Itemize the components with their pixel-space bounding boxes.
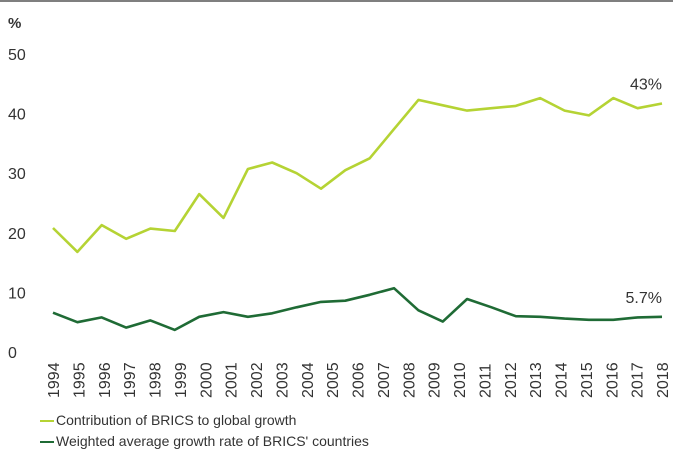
end-value-label: 5.7%	[626, 290, 662, 307]
x-tick-label: 1998	[148, 362, 165, 398]
x-tick-label: 1997	[122, 362, 139, 398]
x-tick-label: 2010	[452, 362, 469, 398]
legend-label-growth-rate: Weighted average growth rate of BRICS' c…	[56, 433, 369, 449]
legend-item-growth-rate: Weighted average growth rate of BRICS' c…	[40, 433, 369, 449]
x-tick-label: 2009	[427, 362, 444, 398]
y-tick-label: 10	[8, 285, 26, 302]
x-tick-label: 2003	[274, 362, 291, 398]
x-tick-label: 2018	[655, 362, 672, 398]
series-line-0	[52, 96, 663, 254]
y-tick-label: 50	[8, 47, 26, 64]
x-axis-ticks: 1994 1995 1996 1997 1998 1999 2000 2001 2002 2003…	[46, 362, 672, 398]
y-tick-label: 20	[8, 226, 26, 243]
x-tick-label: 1999	[173, 362, 190, 398]
y-tick-label: 0	[8, 345, 17, 362]
x-tick-label: 2015	[579, 362, 596, 398]
y-axis-unit-label: %	[8, 15, 21, 32]
x-tick-label: 2004	[300, 362, 317, 398]
x-tick-label: 2006	[351, 362, 368, 398]
end-labels: 43% 5.7%	[626, 76, 662, 306]
x-tick-label: 2008	[401, 362, 418, 398]
x-tick-label: 2016	[604, 362, 621, 398]
x-tick-label: 2011	[477, 363, 494, 398]
x-tick-label: 2002	[249, 362, 266, 398]
x-tick-label: 2014	[554, 362, 571, 398]
legend-swatch-growth-rate	[40, 441, 54, 444]
x-tick-label: 2001	[224, 362, 241, 398]
series-lines	[52, 96, 663, 332]
legend-item-contribution: Contribution of BRICS to global growth	[40, 412, 296, 428]
x-tick-label: 2012	[503, 362, 520, 398]
y-axis-ticks: 0 10 20 30 40 50	[8, 47, 26, 362]
legend-label-contribution: Contribution of BRICS to global growth	[56, 412, 297, 428]
x-tick-label: 1994	[46, 362, 63, 398]
end-value-label: 43%	[630, 76, 662, 93]
x-tick-label: 2013	[528, 362, 545, 398]
x-tick-label: 2007	[376, 362, 393, 398]
x-tick-label: 2017	[630, 362, 647, 398]
x-tick-label: 1995	[71, 362, 88, 398]
legend-swatch-contribution	[40, 420, 54, 423]
x-tick-label: 1996	[97, 362, 114, 398]
x-tick-label: 2005	[325, 362, 342, 398]
x-tick-label: 2000	[198, 362, 215, 398]
y-tick-label: 30	[8, 166, 26, 183]
y-tick-label: 40	[8, 107, 26, 124]
series-line-1	[52, 286, 663, 332]
